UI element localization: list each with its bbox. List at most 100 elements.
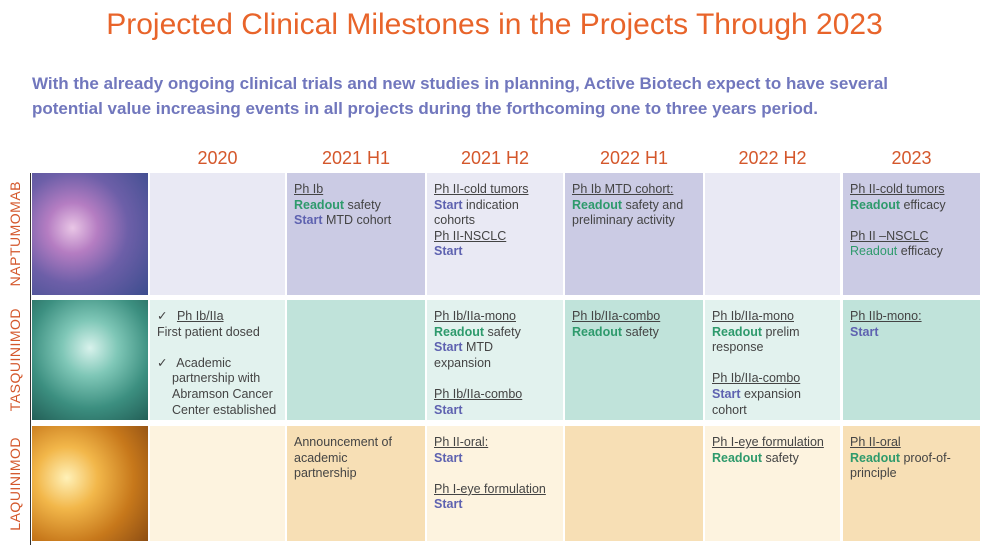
cell-line: Ph I-eye formulation (434, 482, 556, 498)
cell-line: preliminary activity (572, 213, 696, 229)
cell: Ph II-cold tumors Readout efficacy Ph II –… (843, 173, 980, 295)
cell: Ph Ib/IIa-mono Readout prelim response Ph I… (705, 300, 840, 420)
cell-text: academic (294, 450, 348, 465)
cell-text: Readout (572, 324, 622, 339)
cell-text: safety and (625, 197, 684, 212)
cell-block: Ph IIb-mono: Start (850, 309, 973, 340)
cell-text: Start (434, 340, 463, 355)
cell-line: Start (434, 497, 556, 513)
cell-text: safety (625, 324, 659, 339)
cell-image (32, 426, 148, 541)
cell-line: Readout prelim (712, 325, 833, 341)
cell-line: Ph II-oral: (434, 435, 556, 451)
cell-text: Start (850, 324, 879, 339)
cell: Ph Ib/IIa-combo Readout safety (565, 300, 703, 420)
cell: Ph II-cold tumors Start indication cohorts… (427, 173, 563, 295)
cell-line: Readout safety (434, 325, 556, 341)
cell-text: Ph IIb-mono: (850, 309, 922, 323)
cell-line: Readout proof-of- (850, 451, 973, 467)
cell-text: cohort (712, 402, 747, 417)
cell-block: Ph I-eye formulation Readout safety (712, 435, 833, 466)
cell-line: Ph Ib MTD cohort: (572, 182, 696, 198)
row-label: LAQUINIMOD (7, 436, 23, 531)
subtitle: With the already ongoing clinical trials… (32, 74, 889, 93)
cell-block: Ph Ib/IIa-combo Start expansion cohort (712, 371, 833, 418)
cell-line: Ph Ib (294, 182, 418, 198)
cell-text: safety (487, 324, 521, 339)
cell-line: First patient dosed (157, 325, 278, 341)
cell-line: expansion (434, 356, 556, 372)
cell-line: Readout efficacy (850, 244, 973, 260)
cell-line: partnership with (157, 371, 278, 387)
cell-line: Ph II-cold tumors (850, 182, 973, 198)
cell: Announcement of academic partnership (287, 426, 425, 541)
cell-line: Ph II-NSCLC (434, 229, 556, 245)
cell-line: Ph IIb-mono: (850, 309, 973, 325)
cell-line: Start MTD (434, 340, 556, 356)
cell-block: Ph Ib/IIa-mono Readout prelim response (712, 309, 833, 356)
subtitle: potential value increasing events in all… (32, 99, 818, 118)
cell-image (32, 173, 148, 295)
cell-text: Readout (434, 324, 484, 339)
cell-line: Ph I-eye formulation (712, 435, 833, 451)
cell (287, 300, 425, 420)
cell-text: Ph II-cold tumors (850, 182, 945, 196)
cell-text: Ph Ib/IIa-mono (712, 309, 794, 323)
cell-text: efficacy (903, 197, 946, 212)
cell-text: cohorts (434, 213, 475, 228)
cell-text: Center established (172, 402, 277, 417)
title: Projected Clinical Milestones in the Pro… (106, 8, 883, 41)
cell-text: partnership (294, 466, 357, 481)
cell: Ph Ib MTD cohort: Readout safety and preli… (565, 173, 703, 295)
cell-text: Ph II-NSCLC (434, 228, 507, 243)
cell-text: ✓ (157, 355, 168, 370)
cell-text: principle (850, 466, 897, 481)
column-header: 2021 H2 (460, 148, 530, 168)
cell-text: Ph II –NSCLC (850, 228, 929, 243)
cell-text: First patient dosed (157, 324, 260, 339)
cell-text: expansion (434, 355, 491, 370)
cell-block: Announcement of academic partnership (294, 435, 418, 482)
cell-text: Start (712, 386, 741, 401)
cell-text: Readout (712, 324, 762, 339)
cell-text: Readout (850, 197, 900, 212)
cell-line: Start MTD cohort (294, 213, 418, 229)
cell: ✓ Ph Ib/IIa First patient dosed ✓ Academic… (150, 300, 285, 420)
cell-text: partnership with (172, 371, 261, 386)
cell-line: Ph II-oral (850, 435, 973, 451)
column-header: 2020 (197, 148, 238, 168)
column-header: 2023 (891, 148, 932, 168)
cell-text: Start (434, 197, 463, 212)
cell-line: Abramson Cancer (157, 387, 278, 403)
cell-block: Ph Ib/IIa-combo Start (434, 387, 556, 418)
cell-line: ✓ Academic (157, 356, 278, 372)
cell-line: Readout safety (712, 451, 833, 467)
cell-text: Ph II-cold tumors (434, 182, 529, 196)
cell-text: Ph I-eye formulation (712, 435, 824, 449)
cell-text: indication (465, 197, 519, 212)
cell-line: Start indication (434, 198, 556, 214)
cell: Ph Ib/IIa-mono Readout safety Start MTD exp… (427, 300, 563, 420)
cell-block: Ph Ib/IIa-combo Readout safety (572, 309, 696, 340)
cell-text: Ph Ib/IIa (176, 309, 224, 323)
cell-text: Start (434, 497, 463, 512)
cell-text: Start (294, 213, 323, 228)
cell-block: Ph Ib MTD cohort: Readout safety and preli… (572, 182, 696, 229)
cell-line: Ph Ib/IIa-combo (572, 309, 696, 325)
cell-block: Ph I-eye formulation Start (434, 482, 556, 513)
cell-line: Center established (157, 403, 278, 419)
column-header: 2021 H1 (321, 148, 391, 168)
cell-text: Ph I-eye formulation (434, 481, 546, 496)
column-header: 2022 H1 (599, 148, 669, 168)
cell (565, 426, 703, 541)
cell-text: ✓ (157, 309, 168, 323)
cell: Ph I-eye formulation Readout safety (705, 426, 840, 541)
cell-text: Readout (712, 450, 762, 465)
cell-text: Ph Ib/IIa-combo (712, 371, 801, 386)
cell-text: efficacy (900, 244, 943, 259)
cell-text: MTD cohort (325, 213, 392, 228)
cell-block: Ph Ib/IIa-mono Readout safety Start MTD exp… (434, 309, 556, 371)
cell-text: proof-of- (903, 450, 951, 465)
cell (705, 173, 840, 295)
cell-line: Readout safety and (572, 198, 696, 214)
